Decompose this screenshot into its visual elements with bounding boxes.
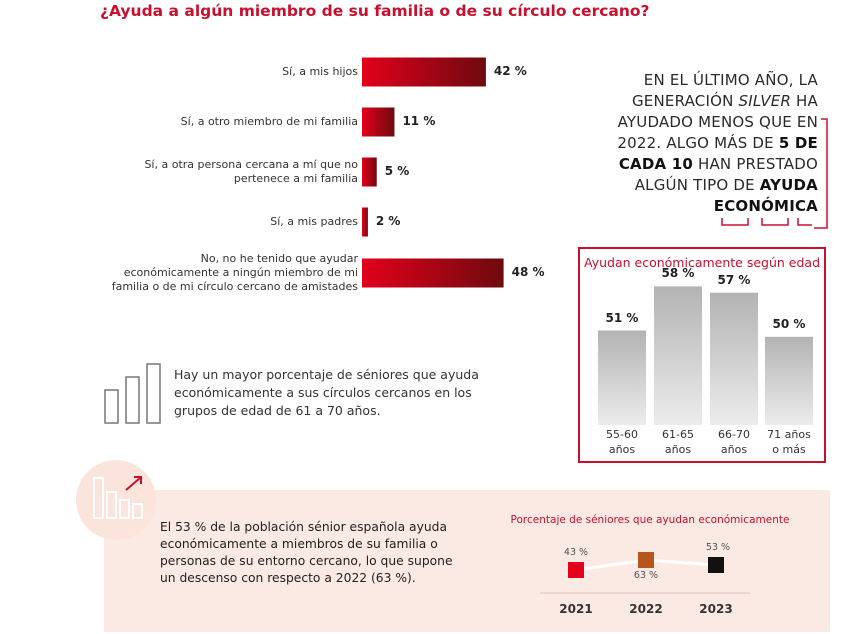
age-category-3: 71 años o más (767, 428, 811, 456)
page-title: ¿Ayuda a algún miembro de su familia o d… (100, 2, 650, 20)
help-recipients-bars (362, 57, 504, 288)
trend-year-2022: 2022 (629, 602, 663, 616)
help-category-1: Sí, a otro miembro de mi familia (180, 115, 358, 128)
age-category-0: 55-60 años (606, 428, 638, 456)
age-value-1: 58 % (661, 266, 695, 281)
trend-year-2021: 2021 (559, 602, 593, 616)
callout-text: EN EL ÚLTIMO AÑO, LA GENERACIÓN SILVER H… (600, 70, 818, 217)
callout-line-1: EN EL ÚLTIMO AÑO, LA (643, 71, 818, 89)
help-value-3: 2 % (375, 214, 401, 228)
help-value-1: 11 % (402, 114, 436, 128)
age-bar-3 (765, 336, 813, 425)
help-bar-2 (362, 157, 377, 187)
age-category-2: 66-70 años (718, 428, 750, 456)
age-category-1: 61-65 años (662, 428, 694, 456)
help-recipients-chart: Sí, a mis hijos 42 % Sí, a otro miembro de… (0, 0, 850, 310)
help-category-0: Sí, a mis hijos (282, 65, 358, 78)
callout-line-7: ECONÓMICA (713, 197, 818, 215)
help-bar-3 (362, 207, 368, 237)
callout-line-6: ALGÚN TIPO DE AYUDA (634, 176, 818, 194)
trend-value-2022: 63 % (633, 570, 659, 581)
trend-chart-title: Porcentaje de séniores que ayudan económ… (510, 514, 790, 526)
age-chart-title: Ayudan económicamente según edad (584, 255, 821, 270)
help-value-4: 48 % (511, 265, 545, 279)
help-bar-4 (362, 258, 504, 288)
age-bar-0 (598, 330, 646, 425)
help-bar-1 (362, 107, 395, 137)
trend-value-2021: 43 % (563, 547, 589, 558)
age-insight-text: Hay un mayor porcentaje de séniores que … (174, 367, 479, 418)
age-value-0: 51 % (605, 310, 639, 325)
trend-value-2023: 53 % (705, 542, 731, 553)
age-bar-2 (710, 292, 758, 425)
help-category-4: No, no he tenido que ayudar económicament… (111, 252, 358, 293)
age-chart-bars (598, 286, 813, 425)
help-category-3: Sí, a mis padres (270, 215, 358, 228)
callout-bracket (721, 118, 828, 229)
trend-marker-2023 (708, 557, 724, 573)
trend-marker-2022 (638, 552, 654, 568)
help-value-0: 42 % (493, 64, 527, 78)
callout-silver: SILVER (738, 92, 792, 110)
help-value-2: 5 % (384, 164, 410, 178)
trend-marker-2021 (568, 562, 584, 578)
help-bar-0 (362, 57, 486, 87)
help-category-2: Sí, a otra persona cercana a mí que no pe… (144, 158, 358, 185)
age-value-3: 50 % (772, 316, 806, 331)
age-bar-1 (654, 286, 702, 425)
summary-text: El 53 % de la población sénior española … (160, 520, 453, 585)
callout-line-2: GENERACIÓN SILVER HA (631, 92, 818, 110)
growth-bars-icon (104, 363, 161, 424)
callout-line-3: AYUDADO MENOS QUE EN (617, 113, 818, 131)
trend-year-2023: 2023 (699, 602, 733, 616)
callout-line-4: 2022. ALGO MÁS DE 5 DE (617, 134, 818, 152)
callout-line-5: CADA 10 HAN PRESTADO (618, 155, 818, 173)
trend-chart-icon (93, 476, 143, 519)
age-value-2: 57 % (717, 272, 751, 287)
